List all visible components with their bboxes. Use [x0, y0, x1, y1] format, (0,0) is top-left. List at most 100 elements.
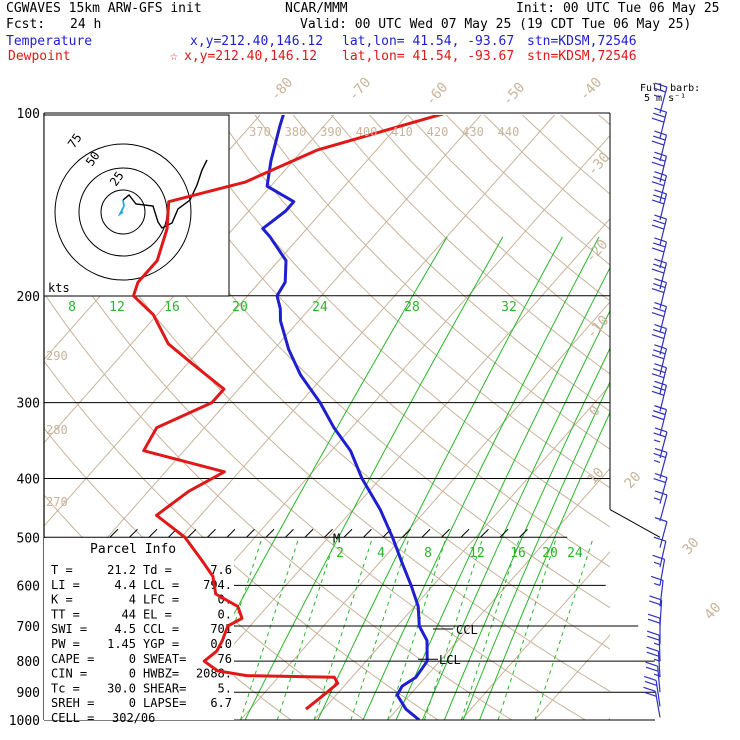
wind-barb-flag	[653, 242, 666, 248]
wind-barb-flag	[654, 344, 667, 350]
wind-barb-flag	[653, 307, 666, 313]
isotherm-label: 40	[701, 600, 724, 623]
mixing-ratio-label: 16	[164, 300, 180, 315]
mixing-ratio-line	[479, 411, 610, 720]
wind-barb	[659, 328, 668, 355]
wind-barb-flag	[651, 140, 665, 146]
level-tick	[480, 528, 489, 538]
wind-barb-flag	[653, 673, 661, 677]
wind-barb-flag	[643, 686, 656, 692]
parcel-label: SREH =	[51, 696, 94, 710]
isotherm-label: 10	[584, 465, 607, 488]
parcel-label: K =	[51, 593, 73, 607]
wind-barb-flag	[654, 490, 668, 496]
mixing-ratio-label: 12	[109, 300, 125, 315]
wind-barb	[659, 431, 668, 459]
mixing-ratio-label: 2	[336, 546, 344, 561]
level-tick	[304, 528, 314, 538]
wind-barb	[657, 651, 661, 678]
parcel-label: TT =	[51, 607, 80, 621]
isotherm-label: -60	[423, 80, 452, 110]
level-tick	[499, 528, 509, 538]
isotherm-label: -20	[583, 237, 612, 267]
theta-label: 440	[498, 125, 520, 139]
wind-barb-flag	[653, 497, 661, 501]
wind-barb-flag	[653, 385, 666, 391]
corner-edge	[609, 509, 661, 538]
dry-adiabat	[521, 115, 610, 195]
wind-barb-flag	[654, 380, 667, 386]
isotherm-line	[534, 634, 610, 720]
dry-adiabat	[177, 115, 610, 528]
wind-barb-flag	[651, 373, 665, 379]
theta-label: 390	[320, 125, 342, 139]
level-tick	[363, 528, 372, 538]
parcel-value: 30.0	[107, 681, 136, 695]
wind-barb	[659, 262, 668, 290]
dry-adiabat	[483, 115, 610, 230]
isotherm-label: -70	[346, 75, 375, 105]
wind-barb-flag	[651, 161, 665, 167]
wind-barb-flag	[647, 613, 661, 619]
hodograph-ring-label: 75	[65, 131, 85, 151]
parcel-label: SWEAT=	[143, 652, 186, 666]
parcel-value: 5.	[218, 681, 232, 695]
wind-barb	[659, 452, 668, 479]
dry-adiabat	[598, 115, 610, 126]
mixing-ratio-label: 24	[567, 546, 583, 561]
temperature-latlon: lat,lon= 41.54, -93.67	[342, 34, 515, 49]
wind-barb	[659, 241, 668, 269]
pressure-tick-label: 100	[17, 107, 40, 122]
wind-barb-flag	[643, 675, 657, 682]
dry-adiabat	[559, 115, 610, 161]
isotherm-label: -80	[268, 75, 297, 105]
level-tick	[129, 528, 138, 538]
dry-adiabat	[44, 149, 610, 692]
level-tick	[343, 528, 353, 538]
parcel-value: 7.6	[210, 563, 232, 577]
wind-barb-flag	[653, 283, 666, 289]
mixing-ratio-label: 24	[312, 300, 328, 315]
wind-barb-flag	[651, 288, 665, 294]
parcel-value: 6.7	[210, 696, 232, 710]
wind-barb-flag	[653, 658, 661, 662]
wind-barb-flag	[653, 135, 666, 141]
wind-barb-flag	[644, 680, 658, 687]
parcel-value: 1.45	[107, 637, 136, 651]
pressure-tick-label: 200	[17, 290, 40, 305]
level-tick	[324, 528, 333, 538]
wind-barb	[658, 635, 661, 662]
wind-barb-flag	[651, 117, 665, 123]
wind-barb	[659, 193, 668, 221]
wind-barb	[659, 477, 668, 504]
isotherm-label: -50	[500, 80, 529, 110]
parcel-value: 302/06	[112, 711, 155, 725]
pressure-tick-label: 300	[17, 397, 40, 412]
isotherm-label: -10	[584, 313, 613, 343]
theta-label: 290	[46, 349, 68, 363]
wind-barb-flag	[653, 642, 661, 646]
wind-barb-flag	[651, 224, 665, 230]
mixing-ratio-label: 8	[424, 546, 432, 561]
wind-barb-flag	[651, 334, 665, 340]
hodograph-ring-label: 50	[83, 149, 103, 169]
dewpoint-station: stn=KDSM,72546	[527, 49, 637, 64]
temperature-legend: Temperature	[6, 34, 93, 49]
level-tick	[421, 528, 431, 538]
parcel-label: PW =	[51, 637, 80, 651]
isotherm-line	[166, 218, 610, 720]
wind-barb	[659, 306, 668, 333]
parcel-info-panel	[44, 538, 234, 720]
wind-barb	[655, 680, 661, 707]
mixing-ratio-label: 20	[542, 546, 558, 561]
theta-label: 270	[46, 495, 68, 509]
wind-barb-flag	[649, 600, 662, 606]
dry-adiabat	[44, 292, 512, 720]
wind-barb	[657, 666, 661, 693]
isotherm-line	[44, 115, 482, 611]
parcel-value: 0	[129, 667, 136, 681]
wind-barb-flag	[653, 94, 661, 98]
dewpoint-profile	[132, 115, 445, 711]
wind-barb	[659, 367, 668, 394]
dry-adiabat	[445, 115, 610, 266]
